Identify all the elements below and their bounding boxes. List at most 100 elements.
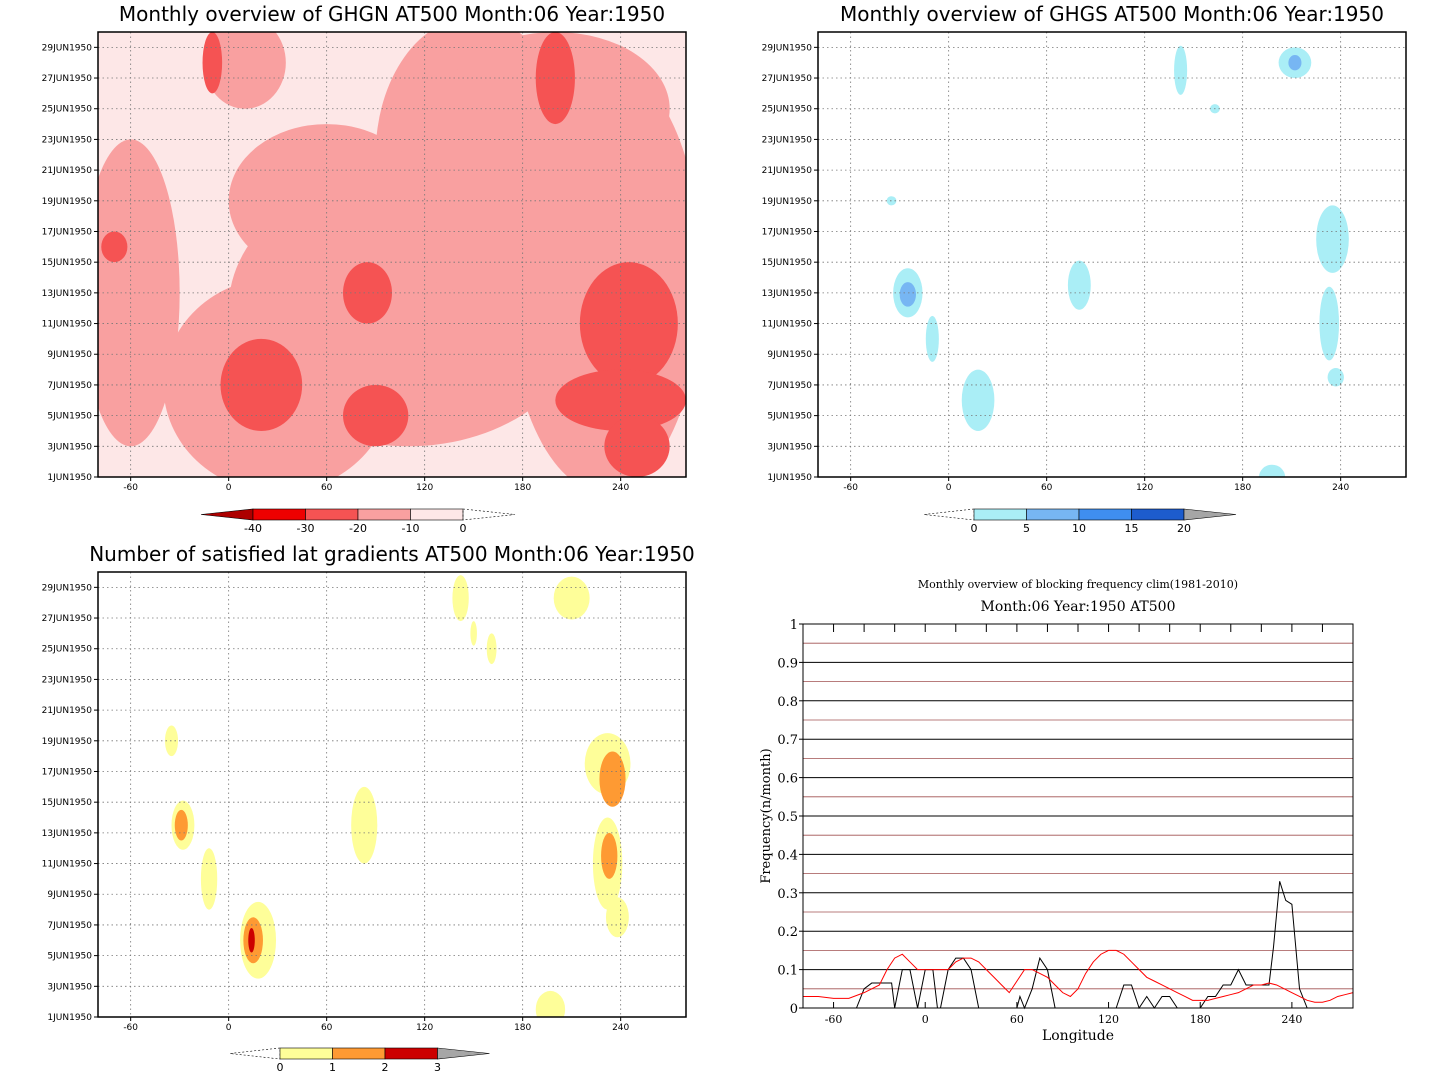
lat-plot-bg [98,572,686,1017]
lat-contour-6 [248,928,255,953]
lat-cbar-label-1: 1 [329,1061,336,1074]
lat-xtick-label-4: 180 [514,1023,531,1033]
freq-ytick-label-9: 0.9 [777,656,798,671]
ghgs-ytick-label-12: 25JUN1950 [762,105,813,115]
ghgn-xtick-label-3: 120 [416,483,433,493]
ghgs-colorbar: 0 5 10 15 20 [923,508,1237,535]
freq-ytick-label-7: 0.7 [777,733,798,748]
ghgn-xtick-label-4: 180 [514,483,531,493]
ghgn-xtick-label-5: 240 [612,483,629,493]
ghgs-cbar-left-open [923,508,975,521]
ghgn-ytick-label-13: 27JUN1950 [42,74,93,84]
freq-ylabel: Frequency(n/month) [759,748,774,883]
lat-contour-13 [452,575,469,622]
ghgs-contour-6 [1319,286,1340,361]
freq-xtick-label-0: -60 [825,1013,843,1026]
ghgn-contour-15 [101,231,128,263]
ghgs-ytick-label-13: 27JUN1950 [762,74,813,84]
freq-series-red [803,949,1354,1003]
ghgs-cbar-box-1 [1026,508,1080,521]
lat-cbar-label-3: 3 [434,1061,441,1074]
ghgn-contour-10 [343,384,409,447]
ghgn-cbar-box-3 [410,508,464,521]
lat-contour-9 [599,751,626,807]
ghgn-cbar-label-1: -30 [297,522,315,535]
ghgs-xtick-label-5: 240 [1332,483,1349,493]
ghgn-contours [98,32,686,477]
ghgn-contour-16 [604,415,670,477]
ghgs-ytick-label-1: 3JUN1950 [767,442,812,452]
ghgn-colorbar: -40 -30 -20 -10 0 [200,508,516,535]
ghgn-contour-11 [535,32,575,125]
ghgn-contour-7 [204,32,286,109]
ghgn-ytick-label-4: 9JUN1950 [47,350,92,360]
ghgn-ytick-label-8: 17JUN1950 [42,227,93,237]
freq-ytick-label-2: 0.2 [777,925,798,940]
ghgn-cbar-box-0 [252,508,306,521]
ghgs-ytick-label-6: 13JUN1950 [762,289,813,299]
ghgn-ytick-label-0: 1JUN1950 [47,473,92,483]
ghgs-title: Monthly overview of GHGS AT500 Month:06 … [840,2,1384,26]
ghgs-cbar-label-3: 15 [1125,522,1139,535]
ghgn-cbar-label-0: -40 [244,522,262,535]
lat-xtick-label-2: 60 [321,1023,333,1033]
ghgs-ytick-label-8: 17JUN1950 [762,227,813,237]
ghgs-contour-7 [1327,368,1344,387]
ghgn-contour-13 [579,262,678,385]
ghgn-xtick-label-2: 60 [321,483,333,493]
lat-ytick-label-14: 29JUN1950 [42,583,93,593]
freq-ytick-label-5: 0.5 [777,810,798,825]
ghgn-ytick-label-2: 5JUN1950 [47,412,92,422]
freq-grid [802,624,1354,990]
freq-xtick-label-4: 180 [1190,1013,1211,1026]
ghgs-y-ticks: 1JUN1950 3JUN1950 5JUN1950 7JUN1950 9JUN1950… [762,43,818,483]
lat-ytick-label-7: 15JUN1950 [42,798,93,808]
ghgs-contour-10 [1288,55,1302,71]
lat-xtick-label-1: 0 [226,1023,232,1033]
lat-cbar-right-arrow [437,1047,490,1060]
lat-contour-17 [535,990,566,1017]
ghgn-title: Monthly overview of GHGN AT500 Month:06 … [119,2,665,26]
lat-xtick-label-0: -60 [123,1023,138,1033]
lat-colorbar: 0 1 2 3 [229,1047,490,1074]
ghgs-ytick-label-5: 11JUN1950 [762,320,813,330]
lat-ytick-label-10: 21JUN1950 [42,706,93,716]
ghgs-contour-3 [961,369,995,431]
ghgs-x-ticks: -60 0 60 120 180 240 [843,477,1350,493]
ghgn-plot-frame [97,31,687,478]
ghgs-ytick-label-7: 15JUN1950 [762,258,813,268]
ghgn-cbar-label-4: 0 [460,522,467,535]
lat-cbar-label-2: 2 [382,1061,389,1074]
ghgs-xtick-label-1: 0 [946,483,952,493]
ghgs-xtick-label-2: 60 [1041,483,1053,493]
lat-x-ticks: -60 0 60 120 180 240 [123,1017,630,1033]
freq-x-ticks: -60 0 60 120 180 240 [825,1002,1302,1026]
ghgs-plot-bg [818,32,1406,477]
lat-cbar-label-0: 0 [277,1061,284,1074]
ghgs-cbar-box-2 [1078,508,1132,521]
ghgs-cbar-right-arrow [1183,508,1237,521]
ghgn-cbar-label-2: -20 [349,522,367,535]
lat-contour-16 [553,576,590,620]
ghgs-ytick-label-14: 29JUN1950 [762,43,813,53]
ghgn-ytick-label-3: 7JUN1950 [47,381,92,391]
ghgs-cbar-label-2: 10 [1072,522,1086,535]
ghgn-ytick-label-14: 29JUN1950 [42,43,93,53]
freq-ytick-label-1: 0.1 [777,964,798,979]
freq-subtitle: Month:06 Year:1950 AT500 [981,599,1176,615]
ghgs-contour-8 [1174,45,1188,95]
ghgs-plot-frame [817,31,1407,478]
ghgn-ytick-label-1: 3JUN1950 [47,442,92,452]
ghgs-contour-12 [1259,464,1286,477]
lat-ytick-label-13: 27JUN1950 [42,614,93,624]
lat-ytick-label-3: 7JUN1950 [47,921,92,931]
ghgn-xtick-label-0: -60 [123,483,138,493]
lat-contour-12 [605,897,629,938]
freq-xtick-label-1: 0 [922,1013,929,1026]
ghgs-xtick-label-3: 120 [1136,483,1153,493]
lat-ytick-label-11: 23JUN1950 [42,675,93,685]
panel-freq: Monthly overview of blocking frequency c… [759,578,1354,1044]
ghgn-ytick-label-11: 23JUN1950 [42,135,93,145]
ghgs-cbar-label-4: 20 [1177,522,1191,535]
